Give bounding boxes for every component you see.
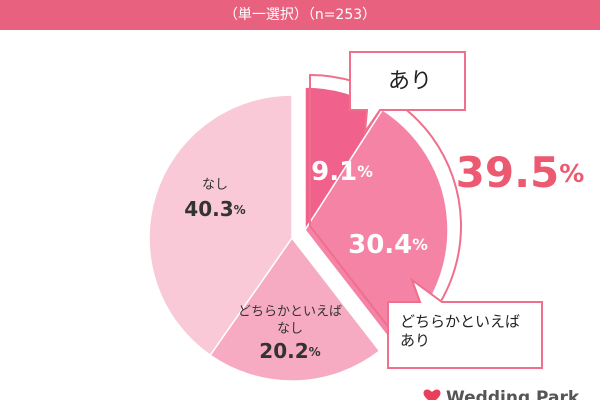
pie-slice xyxy=(148,94,293,357)
logo: Wedding Park xyxy=(423,388,580,400)
chart-subtitle: （単一選択）（n=253） xyxy=(224,7,376,23)
callout-label: どちらかといえば xyxy=(400,313,520,331)
logo-text: Wedding Park xyxy=(446,388,580,400)
callout-box xyxy=(349,51,466,136)
value-unit: % xyxy=(357,163,373,181)
value-label: 40.3% xyxy=(184,197,245,221)
category-label: どちらかといえば xyxy=(238,305,342,320)
value-number: 30.4 xyxy=(348,230,412,260)
group-total: 39.5% xyxy=(456,148,585,197)
value-unit: % xyxy=(309,345,321,359)
callout-label: あり xyxy=(400,332,430,350)
labels: 9.1%30.4%20.2%40.3%なしどちらかといえばなしありどちらかといえ… xyxy=(184,51,585,369)
callout-box xyxy=(387,277,543,369)
category-label: なし xyxy=(277,322,303,337)
value-unit: % xyxy=(234,203,246,217)
value-label: 30.4% xyxy=(348,230,428,260)
title-band xyxy=(0,0,600,30)
value-label: 9.1% xyxy=(311,157,373,187)
category-label: なし xyxy=(202,178,228,193)
value-number: 20.2 xyxy=(259,339,308,363)
value-number: 40.3 xyxy=(184,197,233,221)
pie-slice xyxy=(209,236,381,382)
logo-heart xyxy=(423,389,441,400)
value-label: 20.2% xyxy=(259,339,320,363)
group-total-unit: % xyxy=(559,159,584,188)
value-unit: % xyxy=(412,236,428,254)
value-number: 9.1 xyxy=(311,157,357,187)
group-total-number: 39.5 xyxy=(456,148,560,197)
callout-label: あり xyxy=(388,69,432,94)
